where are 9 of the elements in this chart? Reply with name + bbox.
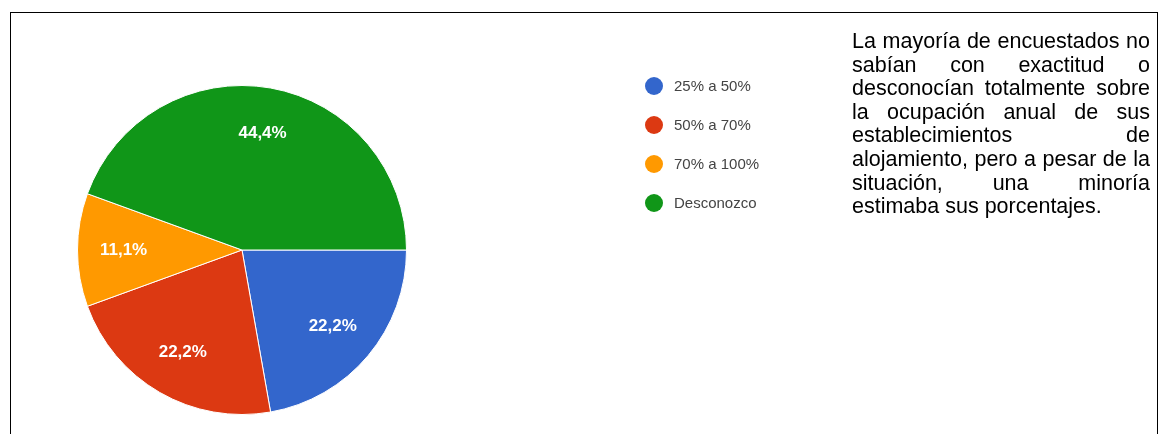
data-label: 44,4% <box>238 123 287 143</box>
data-label: 11,1% <box>99 239 148 259</box>
legend-label: 25% a 50% <box>674 77 751 94</box>
legend-label: 70% a 100% <box>674 155 760 172</box>
data-label: 22,2% <box>308 315 357 335</box>
data-label: 22,2% <box>158 342 207 362</box>
legend-label: 50% a 70% <box>674 116 751 133</box>
legend-label: Desconozco <box>674 194 757 211</box>
text: La mayoría de encuestados no sabían con exactitud o desconocían totalmente sobre la ocupación anual de sus establecimientos de alojamiento, pero a pesar de la situación, una minoría estimaba sus porcentajes. <box>852 29 1150 219</box>
